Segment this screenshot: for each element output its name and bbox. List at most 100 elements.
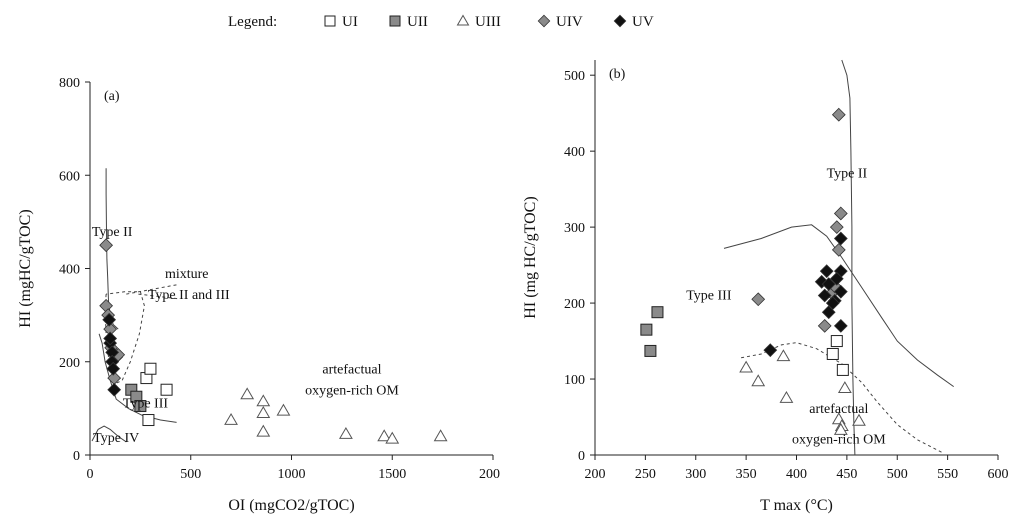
x-tick-label: 1000 — [278, 467, 306, 482]
legend-marker-uv — [613, 14, 627, 28]
series-ui — [826, 335, 849, 376]
y-axis-label: HI (mg HC/gTOC) — [522, 196, 539, 318]
y-tick-label: 0 — [578, 449, 585, 464]
legend-marker-ui — [324, 15, 336, 27]
y-tick-label: 200 — [59, 356, 80, 371]
x-axis-label: T max (°C) — [760, 497, 833, 514]
series-uv — [102, 312, 122, 397]
legend-label-uii: UII — [407, 14, 428, 30]
y-tick-label: 800 — [59, 76, 80, 91]
y-tick-label: 0 — [73, 449, 80, 464]
data-point-uiii — [338, 426, 353, 439]
x-axis-label: OI (mgCO2/gTOC) — [228, 497, 354, 514]
data-point-uiv — [829, 220, 844, 235]
data-point-uii — [644, 344, 657, 357]
annotation: oxygen-rich OM — [792, 433, 886, 448]
data-point-uv — [821, 277, 836, 291]
annotation: mixture — [165, 267, 209, 282]
legend-title: Legend: — [228, 14, 277, 30]
data-point-uiii — [776, 349, 791, 362]
data-point-uiii — [837, 381, 852, 394]
series-ui — [140, 362, 173, 427]
data-point-uiv — [751, 292, 766, 307]
legend: Legend: UI UII UIII UIV UV — [228, 14, 654, 30]
annotation: Type III — [123, 396, 169, 411]
legend-marker-uiii — [456, 14, 470, 26]
annotation: Type IV — [93, 431, 139, 446]
legend-label-uv: UV — [632, 14, 654, 30]
mixture-leader-2 — [138, 293, 179, 300]
x-tick-label: 1500 — [378, 467, 406, 482]
x-tick-label: 600 — [988, 467, 1009, 482]
data-point-ui — [160, 383, 173, 396]
series-uii — [125, 383, 147, 413]
data-point-uii — [134, 400, 147, 413]
data-point-ui — [826, 347, 839, 360]
annotation: Type III — [686, 288, 732, 303]
data-point-uv — [825, 296, 840, 310]
series-uiii — [224, 387, 448, 444]
data-point-uiii — [833, 422, 848, 435]
data-point-uii — [640, 323, 653, 336]
panel-label: (b) — [609, 67, 626, 82]
x-tick-label: 500 — [180, 467, 201, 482]
type-iii-line — [98, 333, 177, 423]
annotation: Type II — [92, 225, 133, 240]
panel-label: (a) — [104, 89, 120, 104]
type-iv-boundary — [741, 342, 943, 454]
x-tick-label: 550 — [937, 467, 958, 482]
data-point-uiii — [751, 374, 766, 387]
y-tick-label: 500 — [564, 69, 585, 84]
series-uv — [763, 231, 848, 358]
data-point-uiii — [276, 403, 291, 416]
data-point-uiii — [739, 360, 754, 373]
annotation: artefactual — [809, 402, 868, 417]
data-point-uv — [819, 264, 834, 279]
annotation: artefactual — [322, 362, 381, 377]
x-tick-label: 500 — [887, 467, 908, 482]
y-tick-label: 300 — [564, 221, 585, 236]
data-point-uv — [102, 312, 117, 327]
legend-label-uiii: UIII — [475, 14, 501, 30]
chart-panel-b: 200 250 300 350 400 450 500 550 600 0 100 200 300 400… — [522, 59, 1009, 514]
data-point-uv — [833, 231, 848, 246]
data-point-uiii — [852, 413, 866, 426]
data-point-uii — [651, 306, 664, 319]
x-tick-label: 300 — [685, 467, 706, 482]
data-point-ui — [142, 414, 155, 427]
annotation: oxygen-rich OM — [305, 383, 399, 398]
series-uiii — [739, 349, 866, 435]
data-point-uiv — [99, 298, 114, 313]
series-uii — [640, 306, 664, 357]
data-point-uv — [103, 331, 118, 346]
data-point-uiv — [831, 243, 846, 257]
data-point-uiii — [256, 405, 271, 418]
y-tick-label: 100 — [564, 373, 585, 388]
data-point-uiii — [377, 429, 392, 442]
mixture-leader-1 — [126, 284, 177, 295]
data-point-uiv — [99, 238, 114, 253]
annotation: Type II and III — [148, 288, 230, 303]
legend-label-uiv: UIV — [556, 14, 583, 30]
x-tick-label: 0 — [87, 467, 94, 482]
type-iii-boundary — [723, 224, 954, 388]
data-point-uv — [763, 343, 778, 358]
type-ii-boundary — [841, 59, 856, 456]
type-iv-line — [91, 425, 127, 443]
data-point-uv — [107, 382, 122, 397]
y-tick-label: 400 — [564, 145, 585, 160]
x-tick-label: 400 — [786, 467, 807, 482]
data-point-uv — [106, 361, 121, 376]
x-tick-label: 250 — [635, 467, 656, 482]
annotation: Type II — [827, 167, 868, 182]
legend-marker-uii — [389, 15, 401, 27]
data-point-uv — [833, 284, 848, 299]
data-point-uiv — [817, 318, 832, 333]
data-point-ui — [830, 335, 843, 348]
y-tick-label: 400 — [59, 263, 80, 278]
legend-label-ui: UI — [342, 14, 358, 30]
data-point-uiv — [833, 206, 848, 221]
y-tick-label: 200 — [564, 297, 585, 312]
